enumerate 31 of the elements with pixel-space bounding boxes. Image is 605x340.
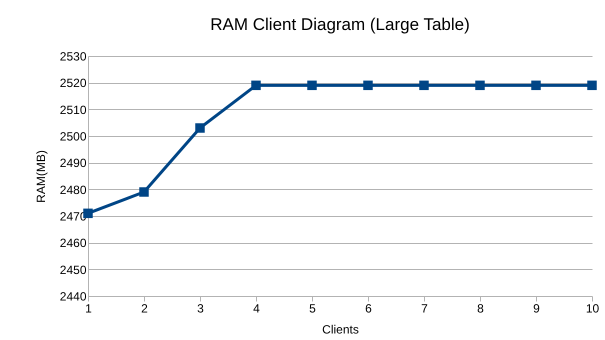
y-tick-label: 2480 — [60, 182, 87, 197]
point — [251, 80, 261, 90]
y-tick-label: 2530 — [60, 50, 87, 64]
x-tick-label: 10 — [586, 302, 600, 316]
x-tick-label: 2 — [141, 302, 148, 316]
y-tick-label: 2450 — [60, 262, 87, 277]
point — [475, 80, 485, 90]
y-tick-label: 2440 — [60, 290, 87, 304]
x-tick-label: 5 — [309, 302, 316, 316]
point — [139, 187, 149, 197]
x-tick-label: 9 — [533, 302, 540, 316]
point — [587, 80, 597, 90]
point — [195, 123, 205, 133]
point — [531, 80, 541, 90]
x-tick-label: 1 — [85, 302, 92, 316]
x-tick-label: 4 — [253, 302, 260, 316]
y-axis-title: RAM(MB) — [34, 150, 48, 203]
y-tick-label: 2460 — [60, 236, 87, 250]
x-tick-label: 8 — [477, 302, 484, 316]
y-tick-label: 2500 — [60, 130, 87, 144]
x-tick-label: 7 — [421, 302, 428, 316]
x-tick-label: 6 — [365, 302, 372, 316]
y-tick-label: 2490 — [60, 156, 87, 170]
chart-title: RAM Client Diagram (Large Table) — [210, 15, 470, 34]
y-tick-label: 2520 — [60, 76, 87, 90]
y-tick-label: 2510 — [60, 102, 87, 117]
point — [363, 80, 373, 90]
x-axis-title: Clients — [322, 322, 359, 336]
point — [419, 80, 429, 90]
x-tick-label: 3 — [197, 302, 204, 316]
point — [307, 80, 317, 90]
